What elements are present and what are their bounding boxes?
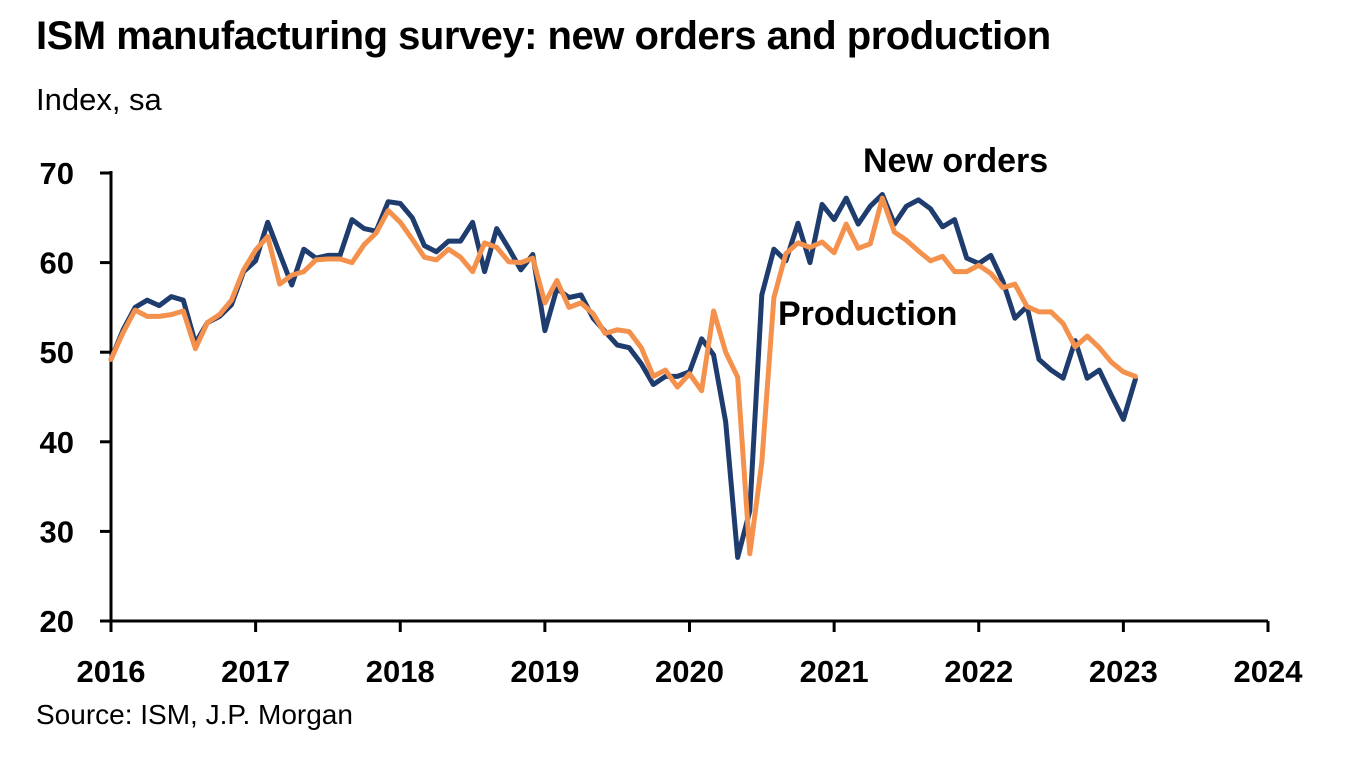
y-tick-label: 50 (40, 335, 74, 370)
y-tick-label: 40 (40, 425, 74, 460)
series-layer (108, 192, 1138, 560)
y-tick-label: 20 (40, 604, 74, 639)
y-tick-label: 30 (40, 514, 74, 549)
x-tick-label: 2021 (800, 654, 869, 689)
x-tick-label: 2019 (510, 654, 579, 689)
x-tick-label: 2023 (1089, 654, 1158, 689)
series-line-production (108, 195, 1138, 557)
y-tick-label: 60 (40, 246, 74, 281)
annotation-new-orders: New orders (863, 142, 1048, 180)
x-tick-label: 2020 (655, 654, 724, 689)
series-line-new-orders (108, 192, 1138, 560)
annotation-production: Production (778, 295, 957, 333)
y-tick-label: 70 (40, 156, 74, 191)
chart-subtitle: Index, sa (36, 82, 162, 117)
axes: 20 30 40 50 60 70 2016 2017 2018 2019 2020 2021 2022… (40, 156, 1304, 689)
x-tick-label: 2018 (366, 654, 435, 689)
x-tick-label: 2016 (77, 654, 146, 689)
x-tick-label: 2024 (1234, 654, 1304, 689)
x-tick-label: 2017 (221, 654, 290, 689)
chart-title: ISM manufacturing survey: new orders and… (36, 14, 1051, 58)
source-note: Source: ISM, J.P. Morgan (36, 699, 353, 730)
x-tick-label: 2022 (944, 654, 1013, 689)
